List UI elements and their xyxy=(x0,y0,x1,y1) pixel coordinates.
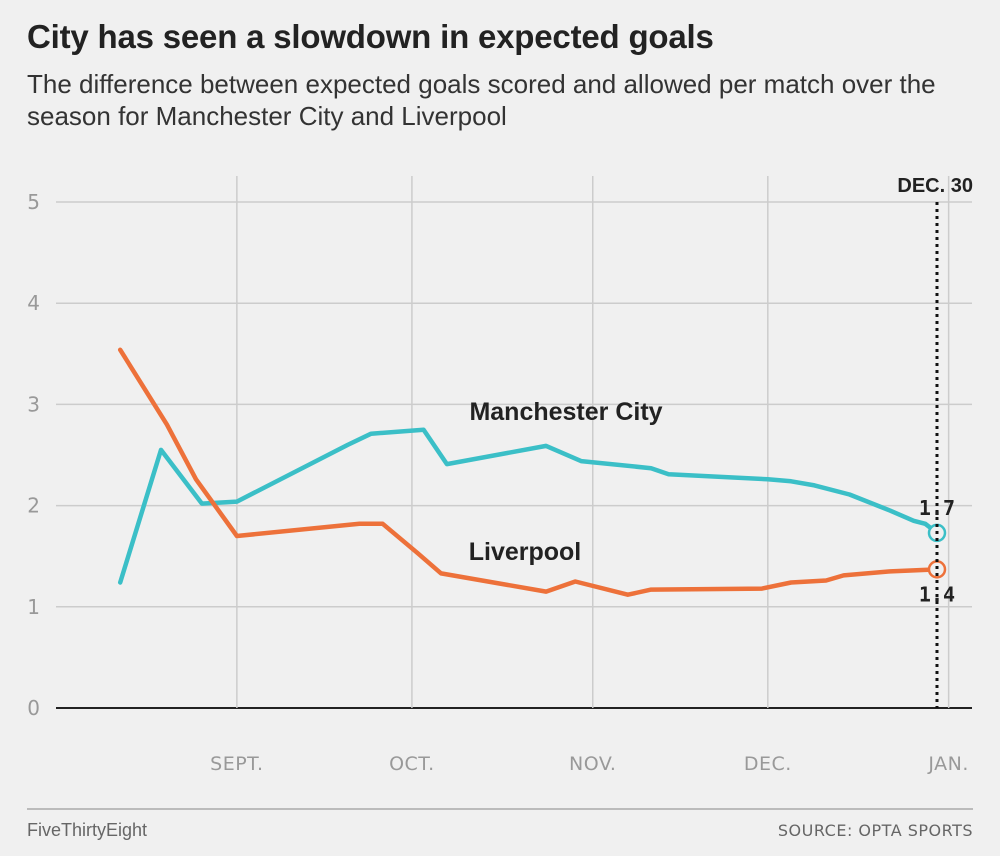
date-marker: DEC. 30 xyxy=(897,175,973,708)
end-value-label-manchester-city: 1.7 xyxy=(919,496,955,520)
series-label-manchester-city: Manchester City xyxy=(469,398,662,426)
y-tick-label-0: 0 xyxy=(27,696,40,720)
end-value-label-liverpool: 1.4 xyxy=(919,582,955,606)
x-tick-label-jan: JAN. xyxy=(927,753,969,775)
series-labels: 1.7 1.4 Manchester City Liverpool xyxy=(469,398,955,606)
y-tick-label-2: 2 xyxy=(27,494,40,518)
axis-ticks: 0 1 2 3 4 5 SEPT. OCT. NOV. DEC. JAN. xyxy=(27,190,969,775)
gridlines xyxy=(56,176,972,709)
x-tick-label-oct: OCT. xyxy=(389,753,435,775)
footer-divider xyxy=(27,808,973,810)
marker-label-dec-30: DEC. 30 xyxy=(897,175,973,197)
series-line-manchester-city xyxy=(117,427,940,585)
chart-subtitle: The difference between expected goals sc… xyxy=(27,69,936,131)
series-label-liverpool: Liverpool xyxy=(469,538,582,566)
series-lines xyxy=(117,347,947,597)
brand-name: FiveThirtyEight xyxy=(27,820,148,840)
y-tick-label-5: 5 xyxy=(27,190,40,214)
y-tick-label-4: 4 xyxy=(27,291,40,315)
y-tick-label-3: 3 xyxy=(27,392,40,416)
source-credit: SOURCE: OPTA SPORTS xyxy=(777,821,973,840)
chart-title: City has seen a slowdown in expected goa… xyxy=(27,18,714,55)
y-tick-label-1: 1 xyxy=(27,595,40,619)
x-tick-label-nov: NOV. xyxy=(569,753,616,775)
x-tick-label-dec: DEC. xyxy=(744,753,792,775)
series-line-liverpool xyxy=(117,347,940,597)
x-tick-label-sept: SEPT. xyxy=(210,753,263,775)
